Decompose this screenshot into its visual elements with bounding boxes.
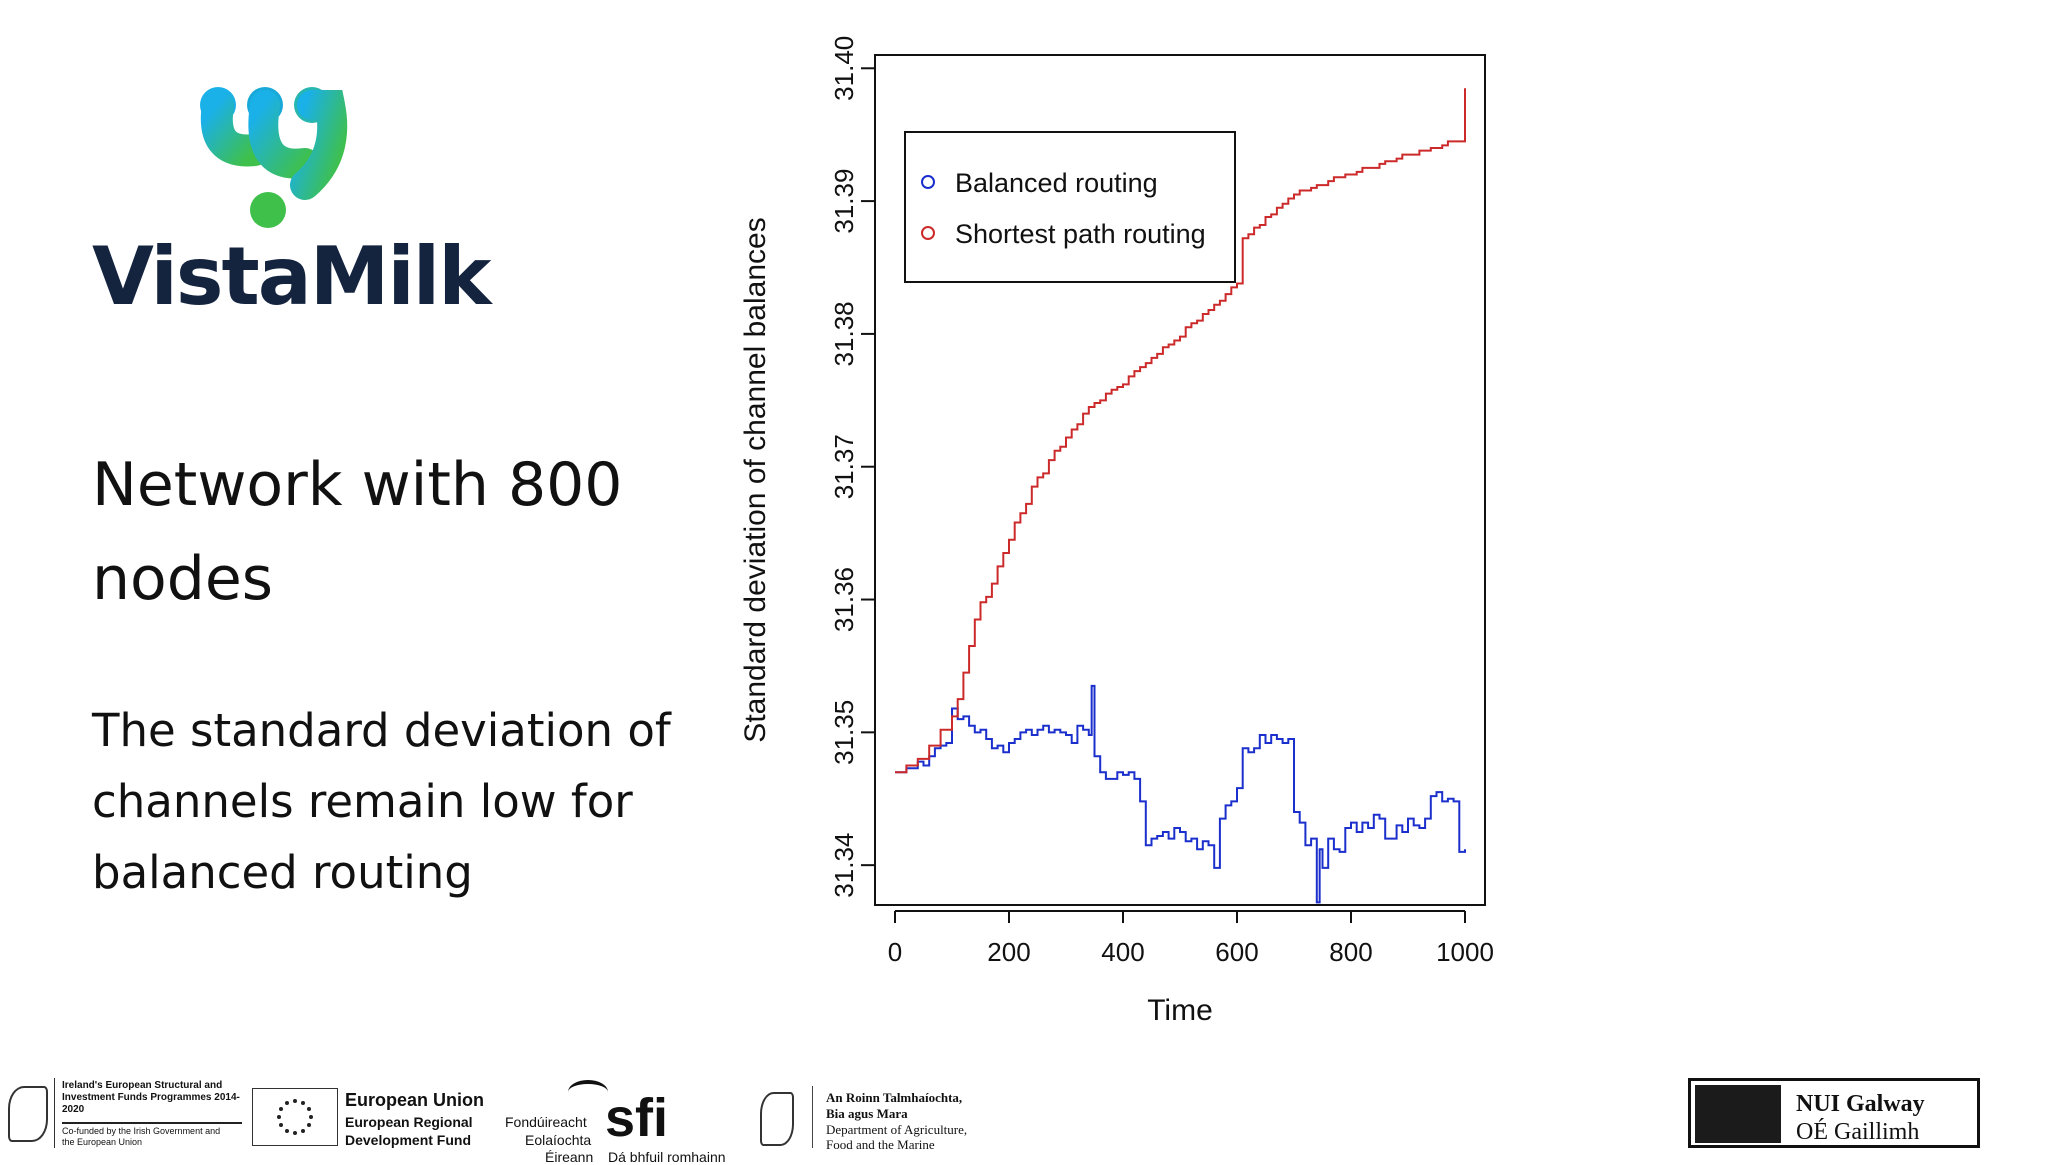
y-tick-label: 31.39	[829, 169, 859, 234]
agri-line-4: Food and the Marine	[826, 1137, 935, 1152]
legend-label-balanced: Balanced routing	[955, 168, 1158, 198]
legend: Balanced routing Shortest path routing	[904, 131, 1236, 283]
harp-icon	[8, 1086, 48, 1142]
agri-line-3: Department of Agriculture,	[826, 1122, 968, 1137]
sfi-tagline: Dá bhfuil romhainn	[608, 1149, 726, 1165]
sfi-line-2: Eolaíochta	[525, 1132, 592, 1148]
y-tick-label: 31.40	[829, 36, 859, 101]
eu-title: European Union	[345, 1090, 484, 1110]
agri-line-1: An Roinn Talmhaíochta,	[826, 1090, 963, 1105]
vistamilk-logo-mark	[200, 87, 348, 228]
y-tick-label: 31.38	[829, 301, 859, 366]
x-tick-label: 400	[1101, 937, 1144, 967]
y-tick-label: 31.34	[829, 833, 859, 898]
series-line-shortest	[895, 88, 1466, 774]
sfi-line-3: Éireann	[545, 1149, 594, 1165]
eu-stars-icon	[277, 1099, 313, 1135]
x-axis: 0 200 400 600 800 1000	[888, 910, 1494, 967]
y-axis: 31.34 31.35 31.36 31.37 31.38 31.39 31.40	[829, 36, 876, 898]
y-tick-label: 31.36	[829, 567, 859, 632]
agri-line-2: Bia agus Mara	[826, 1106, 908, 1121]
esif-text: Ireland's European Structural and Invest…	[62, 1080, 240, 1115]
legend-marker-balanced	[921, 175, 935, 189]
x-tick-label: 1000	[1436, 937, 1494, 967]
x-axis-label: Time	[1147, 994, 1213, 1027]
y-tick-label: 31.37	[829, 434, 859, 499]
y-axis-label: Standard deviation of channel balances	[739, 217, 772, 742]
eu-subtitle-1: European Regional	[345, 1114, 473, 1130]
x-tick-label: 0	[888, 937, 902, 967]
nui-quadrangle-icon	[1695, 1085, 1781, 1143]
x-tick-label: 800	[1329, 937, 1372, 967]
sfi-swoosh-icon	[568, 1080, 608, 1104]
nui-line-1: NUI Galway	[1796, 1091, 1925, 1117]
line-chart: 31.34 31.35 31.36 31.37 31.38 31.39 31.40 0 200…	[739, 36, 1494, 1027]
legend-label-shortest: Shortest path routing	[955, 219, 1206, 249]
vistamilk-wordmark: VistaMilk	[92, 230, 491, 323]
slide-title: Network with 800 nodes	[92, 450, 623, 614]
series-line-balanced	[895, 684, 1466, 904]
x-tick-label: 200	[987, 937, 1030, 967]
legend-frame	[904, 131, 1236, 283]
esif-subtext: Co-funded by the Irish Government and th…	[62, 1126, 221, 1147]
nui-line-2: OÉ Gaillimh	[1796, 1119, 1920, 1145]
x-tick-label: 600	[1215, 937, 1258, 967]
slide-body: The standard deviation of channels remai…	[92, 704, 671, 899]
eu-flag	[252, 1088, 338, 1146]
agri-harp-icon	[760, 1092, 794, 1146]
legend-marker-shortest	[921, 226, 935, 240]
vistamilk-logo	[90, 85, 460, 325]
y-tick-label: 31.35	[829, 700, 859, 765]
nui-galway-logo: NUI Galway OÉ Gaillimh	[1688, 1078, 1980, 1148]
eu-subtitle-2: Development Fund	[345, 1132, 472, 1148]
sfi-mark: sfi	[605, 1088, 669, 1148]
esif-logo: Ireland's European Structural and Invest…	[8, 1078, 242, 1148]
sfi-line-1: Fondúireacht	[505, 1114, 587, 1130]
series-group	[895, 88, 1466, 904]
